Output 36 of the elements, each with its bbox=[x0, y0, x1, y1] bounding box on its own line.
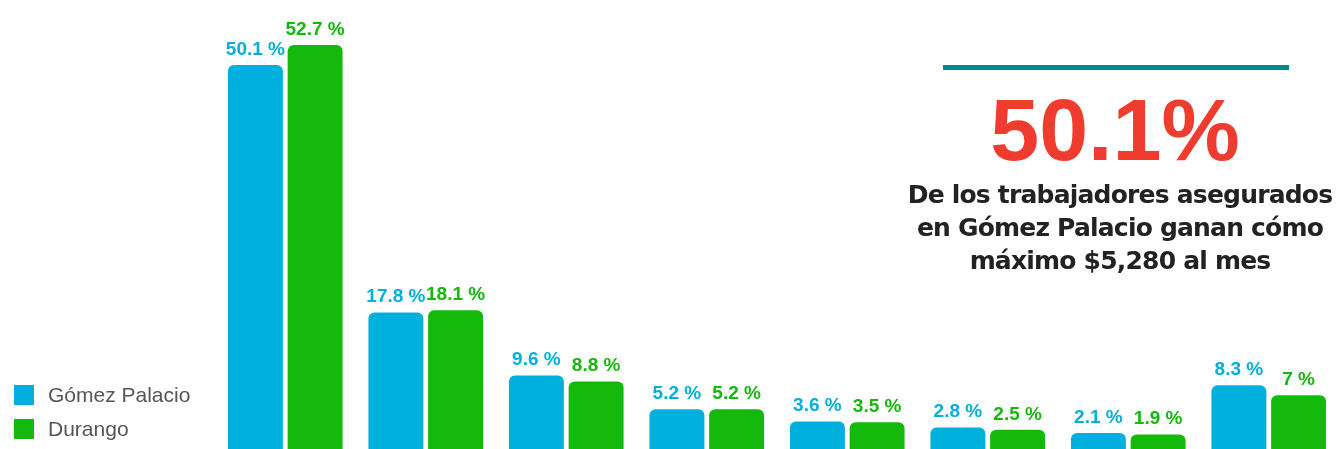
bar bbox=[930, 427, 986, 449]
annotation: De los trabajadores asegurados en Gómez Palacio ganan cómo máximo $5,280 al mes bbox=[906, 179, 1334, 277]
data-label: 1.9 % bbox=[1133, 407, 1183, 429]
bar bbox=[1130, 434, 1186, 449]
data-label: 5.2 % bbox=[652, 381, 702, 403]
data-label: 2.5 % bbox=[993, 402, 1042, 424]
data-label: 2.8 % bbox=[933, 400, 983, 422]
bar bbox=[508, 375, 564, 449]
bar bbox=[1070, 432, 1126, 449]
data-label: 9.6 % bbox=[512, 348, 561, 370]
data-label: 5.2 % bbox=[712, 381, 761, 403]
bar bbox=[1211, 385, 1267, 449]
bar bbox=[849, 422, 905, 449]
data-label: 52.7 % bbox=[285, 17, 345, 39]
bar bbox=[227, 64, 283, 449]
data-label: 2.1 % bbox=[1074, 405, 1123, 427]
legend-label: Gómez Palacio bbox=[48, 383, 191, 407]
data-label: 3.6 % bbox=[793, 394, 842, 416]
bar bbox=[1271, 395, 1327, 449]
data-label: 8.3 % bbox=[1214, 358, 1264, 380]
bar bbox=[649, 409, 705, 449]
data-label: 50.1 % bbox=[225, 37, 286, 59]
bar bbox=[287, 45, 343, 449]
bar bbox=[709, 409, 765, 449]
data-label: 17.8 % bbox=[366, 285, 426, 307]
data-label: 7 % bbox=[1282, 368, 1316, 390]
data-label: 3.5 % bbox=[852, 394, 902, 416]
bar bbox=[990, 429, 1046, 449]
bar bbox=[428, 310, 484, 449]
data-label: 18.1 % bbox=[426, 282, 486, 304]
annotation: 50.1% bbox=[989, 80, 1241, 180]
bar bbox=[368, 312, 424, 449]
bar bbox=[789, 421, 845, 449]
bar bbox=[568, 381, 624, 449]
data-label: 8.8 % bbox=[571, 354, 621, 376]
legend-label: Durango bbox=[48, 417, 129, 441]
